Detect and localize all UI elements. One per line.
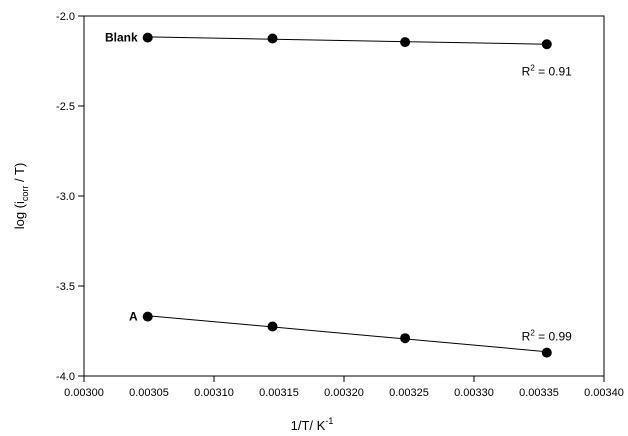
x-axis-title: 1/T/ K-1	[291, 416, 334, 433]
data-points	[142, 32, 552, 358]
y-tick-label: -3.5	[56, 281, 75, 293]
x-tick-label: 0.00300	[64, 387, 104, 399]
x-tick-label: 0.00320	[324, 387, 364, 399]
data-point-a	[541, 347, 552, 358]
data-point-blank	[267, 33, 278, 44]
y-tick-label: -3.0	[56, 191, 75, 203]
series-labels: Blank R2 = 0.91 A R2 = 0.99	[105, 31, 572, 344]
fit-lines	[147, 36, 547, 353]
y-tick-label: -2.5	[56, 101, 75, 113]
r-squared-label: R2 = 0.99	[522, 329, 572, 344]
x-tick-label: 0.00335	[519, 387, 559, 399]
data-point-blank	[142, 32, 153, 43]
series-label-a: A	[129, 310, 138, 324]
data-point-a	[142, 311, 153, 322]
data-point-a	[400, 333, 411, 344]
x-tick-label: 0.00310	[194, 387, 234, 399]
x-tick-label: 0.00340	[584, 387, 624, 399]
x-tick-label: 0.00305	[129, 387, 169, 399]
series-label-blank: Blank	[105, 31, 138, 45]
axis-ticks: 0.00300 0.00305 0.00310 0.00315 0.00320 0.003…	[56, 11, 624, 399]
data-point-blank	[400, 37, 411, 48]
fit-line-blank	[147, 36, 547, 45]
data-point-blank	[541, 39, 552, 50]
y-axis-title: log (icorr / T)	[12, 163, 30, 230]
y-tick-label: -4.0	[56, 371, 75, 383]
r-squared-label: R2 = 0.91	[522, 63, 572, 78]
data-point-a	[267, 321, 278, 332]
y-tick-label: -2.0	[56, 11, 75, 23]
fit-line-a	[147, 315, 547, 353]
x-tick-label: 0.00325	[389, 387, 429, 399]
x-tick-label: 0.00315	[259, 387, 299, 399]
x-tick-label: 0.00330	[454, 387, 494, 399]
